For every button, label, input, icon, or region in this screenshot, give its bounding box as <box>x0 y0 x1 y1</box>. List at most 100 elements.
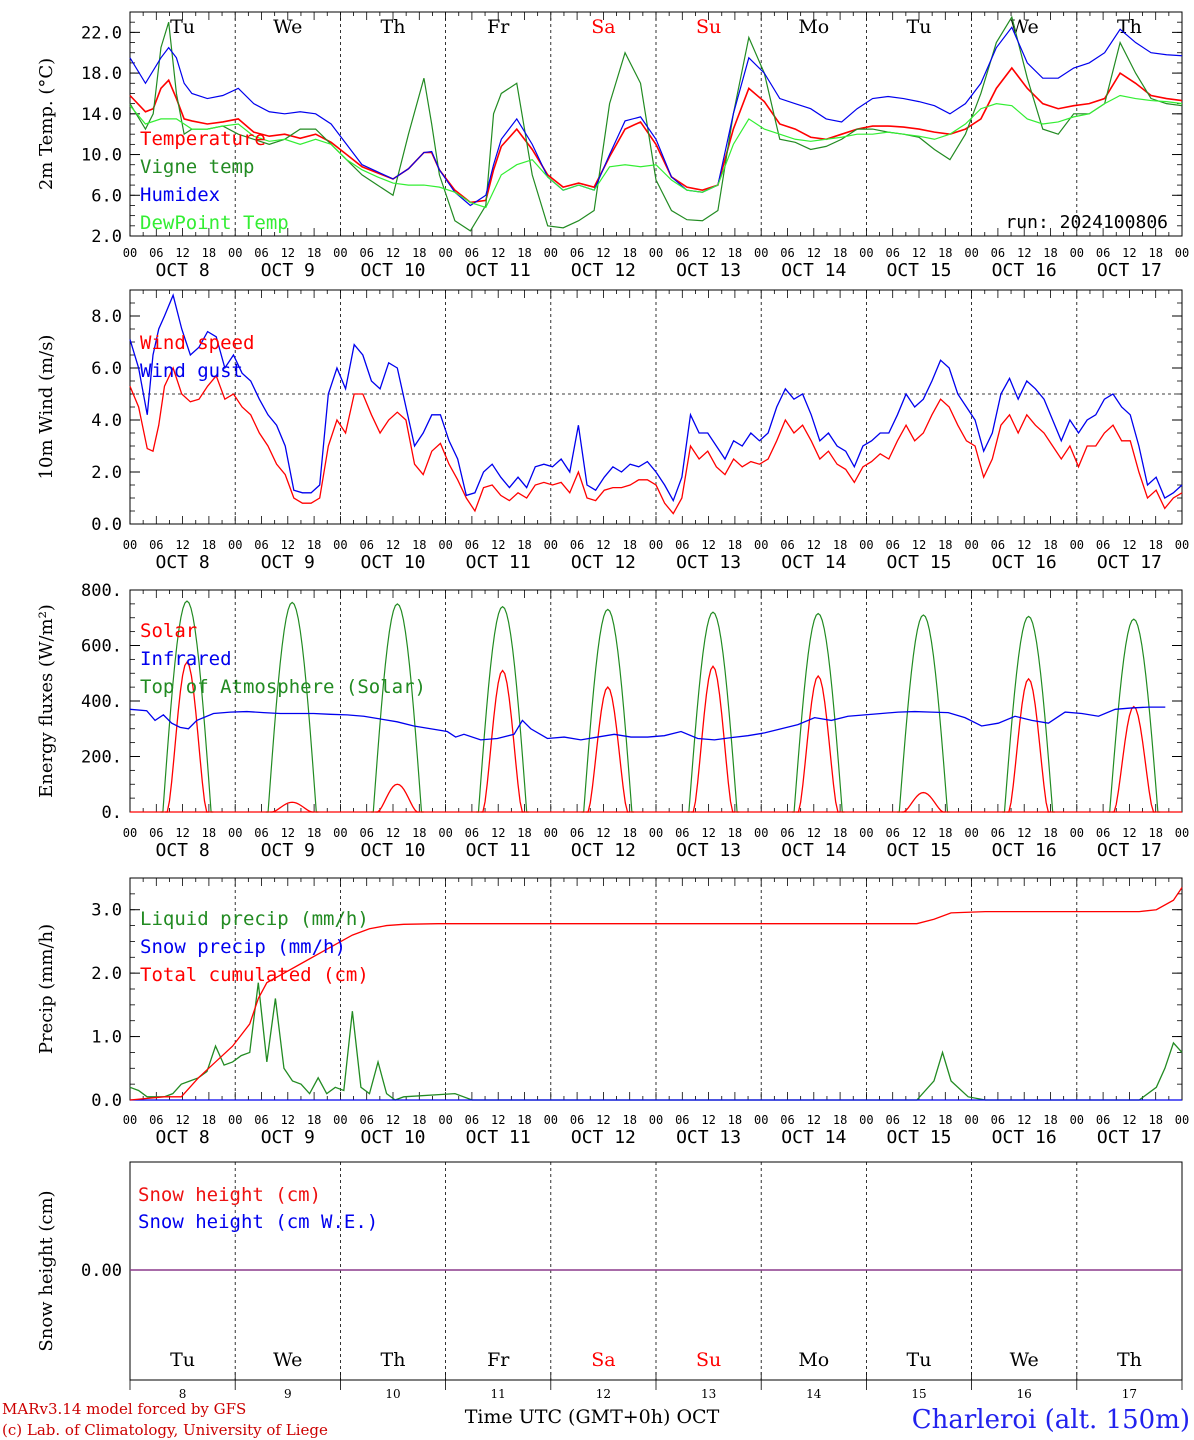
date-label: OCT 9 <box>261 552 315 573</box>
hour-tick-label: 06 <box>675 246 689 260</box>
weekday-label: Th <box>1117 16 1142 38</box>
hour-tick-label: 18 <box>1043 1113 1057 1127</box>
hour-tick-label: 00 <box>544 1113 558 1127</box>
hour-tick-label: 18 <box>307 538 321 552</box>
hour-tick-label: 12 <box>491 1113 505 1127</box>
hour-tick-label: 06 <box>780 246 794 260</box>
y-axis-label: 10m Wind (m/s) <box>36 335 57 480</box>
hour-tick-label: 18 <box>412 1113 426 1127</box>
toa-solar-day <box>686 611 740 813</box>
hour-tick-label: 18 <box>412 538 426 552</box>
hour-tick-label: 18 <box>1148 1113 1162 1127</box>
hour-tick-label: 18 <box>1043 826 1057 840</box>
date-label: OCT 13 <box>676 552 741 573</box>
hour-tick-label: 18 <box>728 538 742 552</box>
hour-tick-label: 12 <box>701 826 715 840</box>
hour-tick-label: 06 <box>991 538 1005 552</box>
hour-tick-label: 18 <box>622 1113 636 1127</box>
date-label: OCT 9 <box>261 260 315 281</box>
y-axis-label: 2m Temp. (°C) <box>36 58 57 190</box>
date-label: OCT 14 <box>781 840 846 861</box>
date-label: OCT 17 <box>1097 260 1162 281</box>
date-label: OCT 8 <box>156 552 210 573</box>
hour-tick-label: 12 <box>1017 1113 1031 1127</box>
date-label: OCT 16 <box>992 260 1057 281</box>
date-label: OCT 8 <box>156 840 210 861</box>
series-dewpoint <box>129 94 1183 209</box>
hour-tick-label: 06 <box>675 826 689 840</box>
hour-tick-label: 00 <box>859 538 873 552</box>
hour-tick-label: 18 <box>517 538 531 552</box>
weekday-label: Su <box>696 16 721 38</box>
legend-entry: Liquid precip (mm/h) <box>140 908 369 930</box>
hour-tick-label: 06 <box>465 1113 479 1127</box>
hour-tick-label: 06 <box>570 246 584 260</box>
solar-day <box>480 669 525 813</box>
hour-tick-label: 00 <box>964 538 978 552</box>
hour-tick-label: 00 <box>964 826 978 840</box>
hour-tick-label: 12 <box>701 246 715 260</box>
legend-entry: Wind speed <box>140 332 254 354</box>
hour-tick-label: 18 <box>833 826 847 840</box>
hour-tick-label: 18 <box>622 826 636 840</box>
hour-tick-label: 18 <box>307 826 321 840</box>
hour-tick-label: 12 <box>807 826 821 840</box>
hour-tick-label: 12 <box>1122 538 1136 552</box>
hour-tick-label: 12 <box>491 246 505 260</box>
hour-tick-label: 00 <box>1070 246 1084 260</box>
hour-tick-label: 18 <box>517 246 531 260</box>
date-label: OCT 15 <box>886 260 951 281</box>
hour-tick-label: 18 <box>728 246 742 260</box>
hour-tick-label: 00 <box>333 826 347 840</box>
hour-tick-label: 18 <box>202 538 216 552</box>
y-tick-label: 0. <box>102 803 122 823</box>
hour-tick-label: 00 <box>228 246 242 260</box>
day-number: 12 <box>596 1387 611 1401</box>
hour-tick-label: 00 <box>228 538 242 552</box>
solar-day <box>270 801 315 813</box>
hour-tick-label: 18 <box>202 246 216 260</box>
y-axis-label: Precip (mm/h) <box>36 924 57 1054</box>
hour-tick-label: 00 <box>754 1113 768 1127</box>
weekday-label: Su <box>696 1349 721 1371</box>
hour-tick-label: 12 <box>386 246 400 260</box>
hour-tick-label: 12 <box>596 538 610 552</box>
weekday-label: Tu <box>907 16 932 38</box>
hour-tick-label: 00 <box>123 538 137 552</box>
hour-tick-label: 00 <box>333 1113 347 1127</box>
weekday-label: We <box>1010 16 1039 38</box>
date-label: OCT 8 <box>156 260 210 281</box>
date-label: OCT 13 <box>676 840 741 861</box>
hour-tick-label: 12 <box>912 1113 926 1127</box>
toa-solar-day <box>160 600 214 813</box>
hour-tick-label: 18 <box>1043 246 1057 260</box>
weekday-label: Th <box>381 16 406 38</box>
hour-tick-label: 12 <box>175 538 189 552</box>
toa-solar-day <box>476 605 529 813</box>
day-number: 11 <box>491 1387 506 1401</box>
hour-tick-label: 18 <box>938 538 952 552</box>
day-number: 14 <box>806 1387 822 1401</box>
hour-tick-label: 18 <box>307 246 321 260</box>
toa-solar-day <box>1107 618 1161 813</box>
hour-tick-label: 06 <box>359 538 373 552</box>
hour-tick-label: 00 <box>544 246 558 260</box>
hour-tick-label: 12 <box>596 246 610 260</box>
weekday-label: Tu <box>170 16 195 38</box>
hour-tick-label: 18 <box>622 246 636 260</box>
hour-tick-label: 18 <box>938 246 952 260</box>
y-tick-label: 800. <box>81 581 122 601</box>
hour-tick-label: 00 <box>649 246 663 260</box>
hour-tick-label: 06 <box>1096 538 1110 552</box>
hour-tick-label: 00 <box>333 246 347 260</box>
y-tick-label: 4.0 <box>91 411 122 431</box>
hour-tick-label: 06 <box>1096 1113 1110 1127</box>
y-tick-label: 18.0 <box>81 64 122 84</box>
solar-day <box>901 791 946 813</box>
hour-tick-label: 00 <box>649 538 663 552</box>
hour-tick-label: 18 <box>622 538 636 552</box>
hour-tick-label: 00 <box>333 538 347 552</box>
hour-tick-label: 06 <box>465 826 479 840</box>
hour-tick-label: 12 <box>281 1113 295 1127</box>
hour-tick-label: 12 <box>281 246 295 260</box>
